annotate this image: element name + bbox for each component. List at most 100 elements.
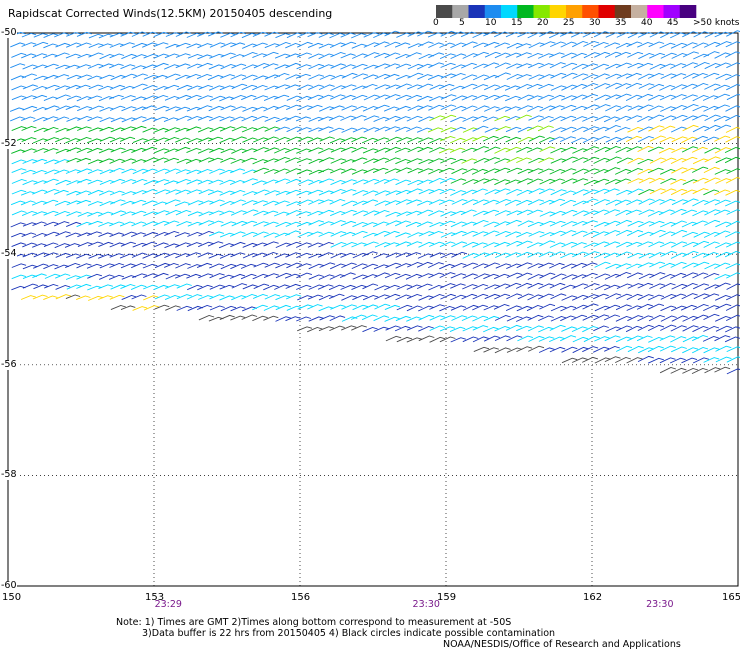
wind-barb (120, 284, 136, 290)
wind-barb (197, 137, 214, 143)
wind-barb (440, 94, 457, 100)
wind-barb (440, 157, 457, 164)
wind-barb (318, 242, 334, 248)
wind-barb (308, 180, 324, 186)
wind-barb (703, 51, 720, 58)
wind-barb (527, 168, 544, 174)
wind-barb (691, 368, 708, 375)
wind-barb (109, 53, 125, 59)
wind-barb (439, 42, 455, 48)
wind-barb (109, 253, 125, 258)
wind-barb (251, 180, 267, 186)
wind-barb (253, 167, 269, 174)
wind-barb (649, 261, 666, 268)
wind-barb (440, 114, 457, 121)
wind-barb (517, 335, 534, 342)
wind-barb (495, 106, 512, 112)
wind-barb (66, 200, 82, 206)
wind-barb (638, 198, 655, 205)
legend-color-swatch (468, 5, 486, 18)
wind-barb (361, 137, 378, 144)
wind-barb (516, 209, 533, 216)
wind-barb (263, 95, 280, 102)
wind-barb (120, 305, 136, 311)
wind-barb (616, 229, 633, 236)
wind-barb (440, 293, 457, 300)
wind-barb (682, 231, 698, 238)
wind-barb (33, 180, 48, 185)
wind-barb (725, 220, 740, 228)
wind-barb (43, 221, 59, 227)
wind-barb (319, 106, 335, 112)
wind-barb (163, 157, 180, 163)
wind-barb (396, 211, 413, 217)
wind-barb (473, 105, 490, 112)
wind-barb (141, 105, 157, 111)
wind-barb (506, 240, 523, 247)
wind-barb (450, 64, 467, 70)
wind-barb (385, 220, 402, 226)
wind-barb (176, 158, 192, 164)
wind-barb (714, 124, 732, 132)
wind-barb (396, 75, 412, 81)
wind-barb (484, 106, 500, 112)
wind-barb (340, 284, 356, 290)
wind-barb (715, 251, 732, 258)
wind-barb (253, 189, 270, 196)
wind-barb (671, 199, 688, 206)
wind-barb (616, 293, 632, 300)
legend-label: 10 (485, 18, 497, 28)
wind-barb (363, 178, 380, 185)
wind-barb (77, 242, 93, 248)
wind-barb (647, 211, 664, 217)
wind-barb (473, 146, 490, 152)
wind-barb (11, 189, 27, 195)
wind-barb (297, 231, 314, 238)
wind-barb (230, 190, 246, 196)
wind-barb (22, 159, 38, 164)
wind-barb (318, 178, 335, 184)
wind-barb (616, 157, 633, 164)
wind-barb (297, 326, 313, 332)
wind-barb (516, 325, 532, 332)
wind-barb (99, 74, 115, 80)
wind-barb (132, 242, 148, 248)
wind-barb (560, 335, 577, 342)
wind-barb (352, 190, 369, 196)
wind-barb (429, 241, 445, 247)
wind-barb (187, 221, 203, 227)
wind-barb (571, 137, 587, 144)
wind-barb (451, 263, 467, 269)
wind-barb (682, 347, 699, 354)
wind-barb (109, 221, 125, 227)
wind-barb (362, 274, 378, 280)
wind-barb (418, 116, 435, 123)
wind-barb (703, 273, 720, 279)
wind-barb (549, 169, 566, 175)
wind-barb (615, 83, 632, 90)
wind-barb (471, 188, 488, 195)
wind-barb (538, 74, 555, 80)
wind-barb (660, 31, 677, 39)
wind-barb (473, 158, 490, 164)
wind-barb (429, 147, 445, 153)
longitude-tick-label: 156 (291, 592, 311, 603)
wind-barb (229, 180, 246, 186)
wind-barb (242, 191, 258, 196)
wind-barb (383, 230, 400, 237)
wind-barb (703, 326, 720, 332)
wind-barb (252, 53, 268, 59)
wind-barb (66, 95, 82, 101)
wind-barb (132, 168, 149, 175)
wind-barb (99, 136, 116, 142)
wind-barb (219, 295, 235, 301)
wind-barb (516, 232, 532, 238)
wind-barb (527, 274, 544, 280)
wind-barb (680, 304, 697, 311)
wind-barb (693, 231, 710, 238)
wind-barb (176, 115, 192, 121)
wind-barb (571, 105, 587, 112)
wind-barb (340, 41, 357, 48)
wind-barb (219, 314, 235, 321)
wind-barb (275, 263, 291, 269)
